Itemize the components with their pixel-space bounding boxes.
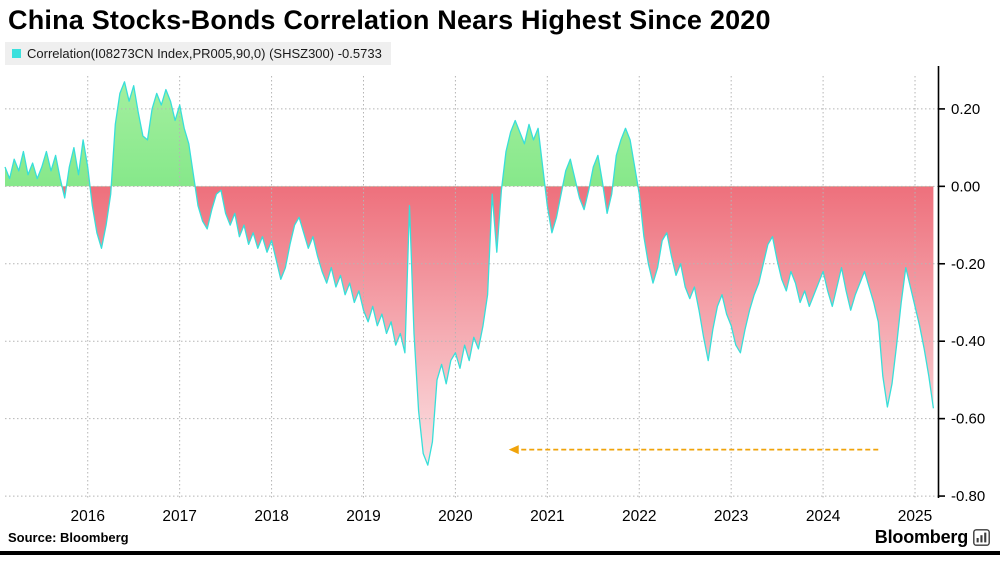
bottom-bar: [0, 550, 1000, 555]
bloomberg-wordmark: Bloomberg: [874, 526, 968, 547]
x-tick-label: 2017: [162, 508, 196, 525]
correlation-line: [4, 80, 935, 466]
x-tick-label: 2022: [622, 508, 656, 525]
x-tick-label: 2020: [438, 508, 473, 525]
y-tick-label: 0.00: [951, 178, 980, 195]
x-tick-label: 2023: [714, 508, 748, 525]
x-tick-label: 2016: [70, 508, 104, 525]
page-title: China Stocks-Bonds Correlation Nears Hig…: [8, 5, 771, 35]
x-tick-label: 2018: [254, 508, 288, 525]
y-tick-label: -0.80: [951, 488, 985, 505]
bloomberg-terminal-icon: [973, 528, 990, 546]
bloomberg-logo: Bloomberg: [875, 527, 990, 548]
legend: Correlation(I08273CN Index,PR005,90,0) (…: [5, 41, 391, 65]
footer: Source: Bloomberg Bloomberg: [0, 526, 1000, 550]
correlation-area-chart: 0.20 0.00 -0.20 -0.40 -0.60 -0.80 2016 2017 2018…: [4, 65, 985, 525]
legend-swatch-icon: [12, 48, 21, 58]
x-tick-label: 2025: [898, 508, 932, 525]
y-tick-label: -0.60: [951, 410, 985, 427]
y-tick-label: 0.20: [951, 101, 980, 118]
annotation-arrow-head: [508, 444, 519, 454]
legend-label: Correlation(I08273CN Index,PR005,90,0) (…: [27, 45, 382, 61]
y-tick-label: -0.40: [951, 333, 985, 350]
negative-area: [61, 186, 934, 465]
x-tick-label: 2019: [346, 508, 380, 525]
source-label: Source: Bloomberg: [8, 529, 129, 545]
y-tick-label: -0.20: [951, 256, 985, 273]
x-tick-label: 2021: [530, 508, 564, 525]
x-tick-label: 2024: [806, 508, 841, 525]
